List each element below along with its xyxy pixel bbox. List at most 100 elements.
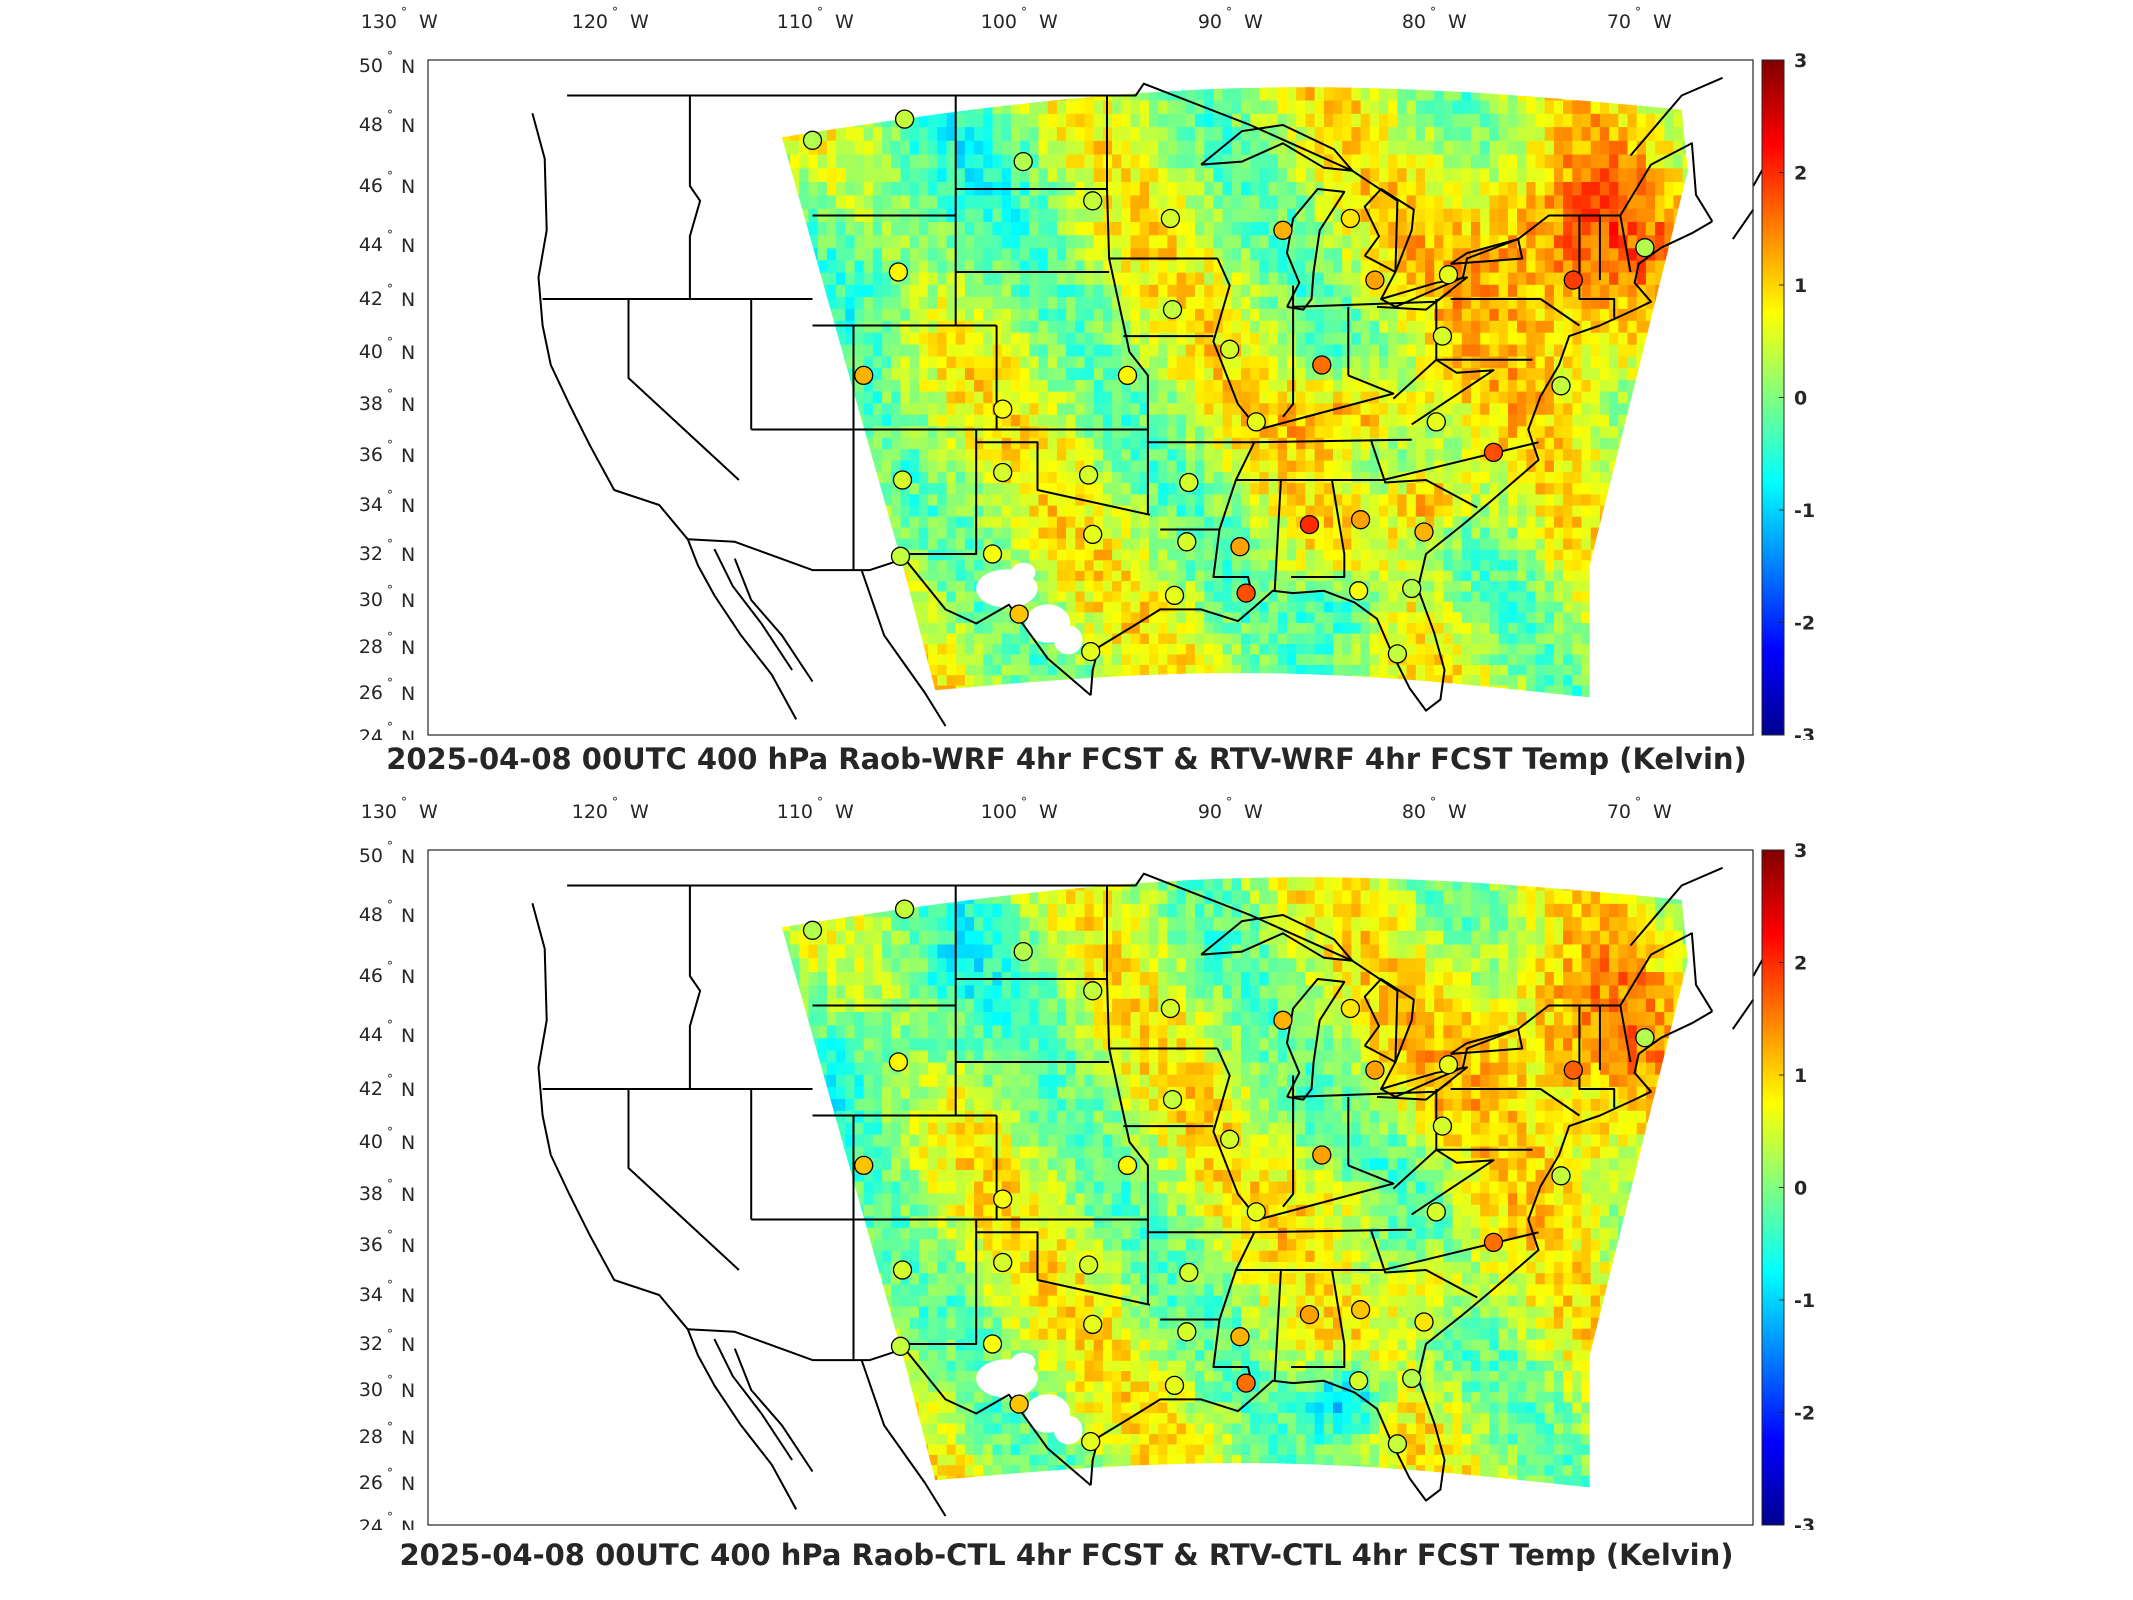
degree-symbol: ° <box>387 335 393 349</box>
raob-station-marker <box>1414 1312 1434 1332</box>
raob-station-marker <box>1340 998 1361 1019</box>
latitude-hemisphere: N <box>401 1132 415 1154</box>
raob-station-marker <box>1299 514 1320 535</box>
raob-station-marker <box>1402 578 1422 599</box>
raob-station-marker <box>1009 604 1029 624</box>
raob-station-marker <box>1432 1116 1453 1136</box>
degree-symbol: ° <box>387 959 393 973</box>
latitude-tick-label: 30 <box>359 1379 383 1401</box>
raob-station-marker <box>993 1252 1013 1273</box>
raob-station-marker <box>1387 1434 1408 1454</box>
raob-station-marker <box>1438 1055 1459 1075</box>
longitude-hemisphere: W <box>1448 11 1467 33</box>
raob-station-marker <box>1117 1155 1138 1176</box>
raob-station-marker <box>802 130 823 150</box>
degree-symbol: ° <box>387 228 393 242</box>
raob-station-marker <box>993 399 1013 419</box>
longitude-tick-label: 130 <box>361 801 397 823</box>
latitude-hemisphere: N <box>401 394 415 416</box>
colorbar-tick-label: -2 <box>1794 1403 1815 1425</box>
longitude-tick-label: 70 <box>1607 801 1631 823</box>
raob-station-marker <box>854 365 874 386</box>
degree-symbol: ° <box>1635 795 1641 809</box>
degree-symbol: ° <box>387 1466 393 1480</box>
raob-station-marker <box>1236 583 1256 603</box>
raob-station-marker <box>1563 270 1583 290</box>
latitude-hemisphere: N <box>401 637 415 659</box>
longitude-hemisphere: W <box>419 801 438 823</box>
latitude-hemisphere: N <box>401 1285 415 1307</box>
latitude-tick-label: 26 <box>359 1472 383 1494</box>
latitude-hemisphere: N <box>401 544 415 566</box>
latitude-tick-label: 46 <box>359 175 383 197</box>
latitude-tick-label: 28 <box>359 636 383 658</box>
degree-symbol: ° <box>387 387 393 401</box>
raob-station-marker <box>1299 1304 1320 1325</box>
latitude-tick-label: 44 <box>359 1024 383 1046</box>
latitude-hemisphere: N <box>401 115 415 137</box>
longitude-hemisphere: W <box>1653 11 1672 33</box>
raob-station-marker <box>1083 191 1103 211</box>
map-figure-bottom: 130 ° W 120 ° W 110 ° W 100 ° W 90 ° W 80 ° W 70 ° W50 ° N48 ° N… <box>359 795 1815 1530</box>
latitude-hemisphere: N <box>401 56 415 78</box>
raob-station-marker <box>1246 412 1266 432</box>
degree-symbol: ° <box>387 108 393 122</box>
degree-symbol: ° <box>387 1125 393 1139</box>
colorbar-tick-label: -1 <box>1794 500 1815 522</box>
colorbar: 3 2 1 0 -1 -2 -3 <box>1761 50 1815 740</box>
degree-symbol: ° <box>1021 795 1027 809</box>
colorbar-tick-label: 0 <box>1794 1178 1807 1200</box>
latitude-tick-label: 38 <box>359 393 383 415</box>
latitude-hemisphere: N <box>401 1427 415 1449</box>
colorbar-tick-label: 2 <box>1794 953 1807 975</box>
raob-station-marker <box>888 1052 909 1072</box>
colorbar-tick-label: -3 <box>1794 1515 1815 1530</box>
raob-station-marker <box>1438 265 1459 285</box>
degree-symbol: ° <box>1430 795 1436 809</box>
latitude-hemisphere: N <box>401 176 415 198</box>
degree-symbol: ° <box>387 630 393 644</box>
latitude-hemisphere: N <box>401 905 415 927</box>
raob-station-marker <box>1348 1371 1369 1391</box>
latitude-tick-label: 32 <box>359 1333 383 1355</box>
degree-symbol: ° <box>387 1018 393 1032</box>
degree-symbol: ° <box>387 49 393 63</box>
latitude-tick-label: 44 <box>359 234 383 256</box>
longitude-tick-label: 120 <box>572 11 608 33</box>
degree-symbol: ° <box>1226 5 1232 19</box>
degree-symbol: ° <box>387 1177 393 1191</box>
raob-station-marker <box>1179 1262 1199 1283</box>
degree-symbol: ° <box>387 537 393 551</box>
latitude-tick-label: 26 <box>359 682 383 704</box>
raob-station-marker <box>894 899 915 919</box>
degree-symbol: ° <box>817 5 823 19</box>
raob-station-marker <box>1009 1394 1029 1414</box>
plot-frame <box>427 849 1754 1526</box>
raob-station-marker <box>1162 1089 1183 1110</box>
longitude-hemisphere: W <box>1244 801 1263 823</box>
longitude-hemisphere: W <box>630 11 649 33</box>
raob-station-marker <box>1402 1368 1422 1389</box>
latitude-hemisphere: N <box>401 445 415 467</box>
raob-station-marker <box>802 920 823 940</box>
degree-symbol: ° <box>401 795 407 809</box>
latitude-tick-label: 34 <box>359 1284 383 1306</box>
degree-symbol: ° <box>387 898 393 912</box>
latitude-hemisphere: N <box>401 1334 415 1356</box>
raob-station-marker <box>1273 1010 1293 1030</box>
raob-station-marker <box>1078 465 1099 485</box>
degree-symbol: ° <box>401 5 407 19</box>
raob-station-marker <box>1230 1327 1250 1347</box>
longitude-tick-label: 90 <box>1198 11 1222 33</box>
raob-station-marker <box>1340 208 1361 229</box>
raob-station-marker <box>1083 524 1103 545</box>
colorbar-tick-label: -1 <box>1794 1290 1815 1312</box>
longitude-tick-label: 110 <box>777 11 813 33</box>
state-country-boundaries <box>531 866 1775 1517</box>
latitude-tick-label: 24 <box>359 726 383 740</box>
degree-symbol: ° <box>1430 5 1436 19</box>
latitude-hemisphere: N <box>401 966 415 988</box>
raob-station-marker <box>1426 1202 1446 1222</box>
latitude-tick-label: 50 <box>359 55 383 77</box>
raob-station-marker <box>1164 585 1185 606</box>
